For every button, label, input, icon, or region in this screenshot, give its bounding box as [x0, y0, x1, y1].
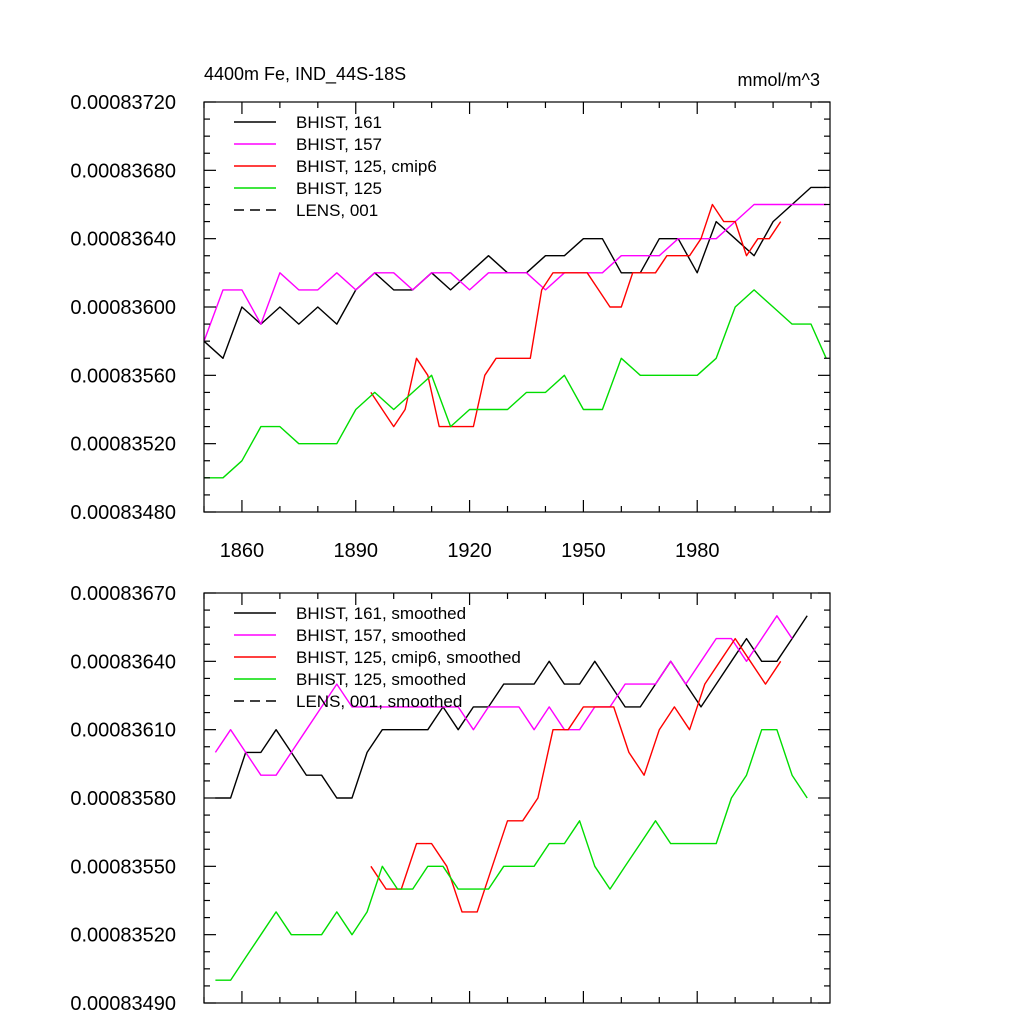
series-line — [215, 729, 808, 981]
series-line — [370, 203, 782, 428]
x-tick-label: 1980 — [675, 540, 720, 562]
top-panel-axes: 0.00083480 0.00083520 0.00083560 0.00083600… — [70, 92, 830, 562]
legend-label: BHIST, 161 — [296, 113, 382, 132]
x-tick-label: 1860 — [220, 540, 265, 562]
top-panel-legend: BHIST, 161 BHIST, 157 BHIST, 125, cmip6 BHI… — [234, 113, 437, 220]
y-tick-label: 0.00083610 — [70, 720, 176, 742]
top-panel: 4400m Fe, IND_44S-18S mmol/m^3 0.0008348… — [70, 64, 831, 562]
x-tick-label: 1950 — [561, 540, 606, 562]
y-tick-label: 0.00083520 — [70, 925, 176, 947]
series-line — [204, 289, 827, 479]
legend-label: BHIST, 125, cmip6, smoothed — [296, 648, 521, 667]
y-tick-label: 0.00083680 — [70, 160, 176, 182]
bottom-panel: 0.00083490 0.00083520 0.00083550 0.00083580… — [70, 583, 831, 1015]
top-panel-series — [203, 186, 827, 479]
top-panel-title: 4400m Fe, IND_44S-18S — [204, 64, 406, 85]
y-tick-label: 0.00083600 — [70, 297, 176, 319]
y-tick-label: 0.00083490 — [70, 993, 176, 1015]
y-tick-label: 0.00083550 — [70, 856, 176, 878]
y-tick-label: 0.00083640 — [70, 229, 176, 251]
series-line — [370, 637, 782, 913]
legend-label: LENS, 001, smoothed — [296, 692, 462, 711]
bottom-panel-series — [214, 615, 808, 981]
legend-label: BHIST, 125, smoothed — [296, 670, 466, 689]
y-tick-label: 0.00083670 — [70, 583, 176, 605]
legend-label: BHIST, 161, smoothed — [296, 604, 466, 623]
bottom-panel-legend: BHIST, 161, smoothed BHIST, 157, smoothed… — [234, 604, 521, 711]
series-line — [215, 615, 808, 799]
legend-label: BHIST, 125 — [296, 179, 382, 198]
legend-label: BHIST, 157, smoothed — [296, 626, 466, 645]
y-tick-label: 0.00083720 — [70, 92, 176, 114]
y-tick-label: 0.00083560 — [70, 365, 176, 387]
series-line — [203, 203, 827, 342]
y-tick-label: 0.00083640 — [70, 651, 176, 673]
x-tick-label: 1920 — [447, 540, 492, 562]
legend-label: BHIST, 125, cmip6 — [296, 157, 437, 176]
y-tick-label: 0.00083580 — [70, 788, 176, 810]
y-tick-label: 0.00083520 — [70, 434, 176, 456]
x-tick-label: 1890 — [334, 540, 379, 562]
y-tick-label: 0.00083480 — [70, 502, 176, 524]
legend-label: BHIST, 157 — [296, 135, 382, 154]
series-line — [214, 615, 793, 776]
legend-label: LENS, 001 — [296, 201, 378, 220]
bottom-panel-axes: 0.00083490 0.00083520 0.00083550 0.00083580… — [70, 583, 830, 1015]
top-panel-units: mmol/m^3 — [738, 70, 820, 90]
